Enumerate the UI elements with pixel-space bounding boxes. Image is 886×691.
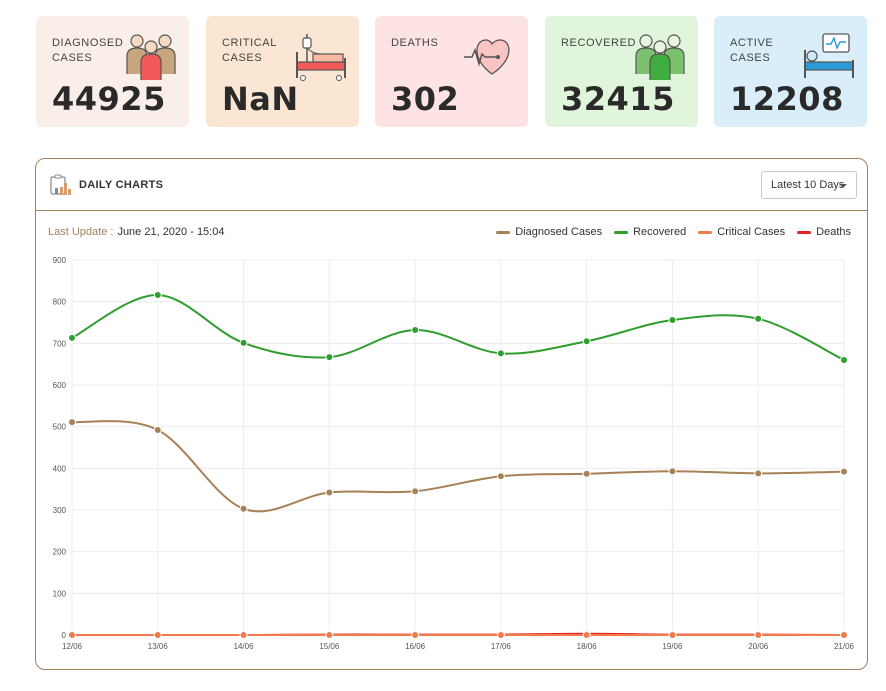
card-value: 44925	[52, 80, 166, 118]
data-point	[239, 504, 248, 513]
card-active: Active Cases 12208	[714, 16, 867, 127]
card-recovered: Recovered 32415	[545, 16, 698, 127]
data-point	[68, 333, 76, 342]
card-value: 302	[391, 80, 460, 118]
data-point	[68, 418, 76, 427]
card-critical: Critical Cases NaN	[206, 16, 359, 127]
legend-item[interactable]: Diagnosed Cases	[496, 226, 602, 238]
data-point	[840, 467, 848, 476]
x-tick-label: 19/06	[662, 642, 683, 651]
x-tick-label: 13/06	[148, 642, 169, 651]
data-point	[411, 487, 420, 496]
group-people-icon	[126, 34, 176, 80]
range-dropdown[interactable]: Latest 10 Days	[761, 171, 857, 199]
y-tick-label: 600	[53, 381, 67, 390]
recovered-people-icon	[635, 34, 685, 80]
data-point	[840, 631, 848, 639]
card-label: Diagnosed Cases	[52, 37, 124, 64]
data-point	[582, 631, 591, 639]
hospital-bed-icon	[296, 34, 346, 81]
data-point	[668, 316, 677, 324]
card-diagnosed: Diagnosed Cases 44925	[36, 16, 189, 127]
data-point	[325, 631, 334, 639]
y-tick-label: 800	[53, 298, 67, 307]
daily-line-chart: 0 100 200 300 400 500 600 700 800 900 12/06 13/06 14…	[53, 256, 855, 651]
x-tick-label: 15/06	[319, 642, 340, 651]
legend-label: Recovered	[633, 226, 687, 238]
y-tick-label: 300	[53, 506, 67, 515]
legend-item[interactable]: Critical Cases	[698, 226, 785, 238]
data-point	[239, 631, 248, 639]
y-tick-label: 900	[53, 256, 67, 265]
legend-swatch	[698, 230, 713, 234]
legend-label: Diagnosed Cases	[515, 226, 603, 238]
legend-swatch	[614, 230, 629, 234]
caret-down-icon	[839, 184, 847, 188]
card-value: 12208	[730, 80, 844, 118]
legend-label: Critical Cases	[717, 226, 786, 238]
data-point	[239, 338, 248, 347]
x-tick-label: 12/06	[62, 642, 83, 651]
series-line	[71, 293, 845, 361]
data-point	[496, 631, 505, 639]
x-tick-label: 20/06	[748, 642, 769, 651]
data-point	[325, 353, 334, 362]
y-tick-label: 200	[53, 548, 67, 557]
y-tick-label: 500	[53, 423, 67, 432]
legend-swatch	[797, 230, 812, 234]
data-point	[153, 426, 162, 434]
last-update: Last Update : June 21, 2020 - 15:04	[48, 226, 224, 238]
card-value: 32415	[561, 80, 675, 118]
bar-chart-icon	[50, 174, 71, 195]
y-tick-label: 700	[53, 339, 67, 348]
y-tick-label: 400	[53, 464, 67, 473]
y-tick-label: 100	[53, 589, 67, 598]
last-update-value: June 21, 2020 - 15:04	[117, 226, 225, 238]
legend-swatch	[496, 230, 511, 234]
data-point	[754, 631, 763, 639]
data-point	[668, 631, 677, 639]
legend-label: Deaths	[816, 226, 851, 238]
x-tick-label: 14/06	[234, 642, 255, 651]
daily-charts-panel: DAILY CHARTS Latest 10 Days Last Update …	[35, 158, 868, 670]
last-update-label: Last Update :	[48, 226, 114, 238]
data-point	[325, 488, 334, 497]
series-line	[71, 420, 845, 513]
y-tick-label: 0	[62, 631, 67, 640]
data-point	[668, 467, 677, 476]
panel-title: DAILY CHARTS	[79, 179, 164, 191]
x-tick-label: 17/06	[491, 642, 512, 651]
card-label: Critical Cases	[222, 37, 277, 64]
card-label: Active Cases	[730, 37, 774, 64]
data-point	[411, 631, 420, 639]
card-deaths: Deaths 302	[375, 16, 528, 127]
legend-item[interactable]: Deaths	[797, 226, 851, 238]
x-tick-label: 18/06	[577, 642, 598, 651]
dropdown-label: Latest 10 Days	[771, 179, 845, 191]
data-point	[754, 469, 763, 478]
data-point	[754, 314, 763, 323]
data-point	[68, 631, 76, 639]
panel-header: DAILY CHARTS Latest 10 Days	[36, 159, 867, 211]
data-point	[496, 472, 505, 481]
data-point	[582, 337, 591, 346]
card-value: NaN	[222, 80, 299, 118]
card-label: Deaths	[391, 37, 439, 49]
data-point	[411, 326, 420, 334]
data-point	[582, 469, 591, 478]
data-point	[496, 349, 505, 358]
patient-monitor-icon	[804, 33, 854, 78]
stats-cards: Diagnosed Cases 44925 Critical Cases NaN…	[36, 16, 868, 127]
heart-pulse-icon	[464, 39, 510, 75]
card-label: Recovered	[561, 37, 637, 49]
legend-item[interactable]: Recovered	[614, 226, 686, 238]
data-point	[153, 291, 162, 299]
x-tick-label: 16/06	[405, 642, 426, 651]
data-point	[840, 356, 848, 364]
x-tick-label: 21/06	[834, 642, 855, 651]
chart-legend: Diagnosed Cases Recovered Critical Cases De…	[484, 226, 851, 238]
data-point	[153, 631, 162, 639]
